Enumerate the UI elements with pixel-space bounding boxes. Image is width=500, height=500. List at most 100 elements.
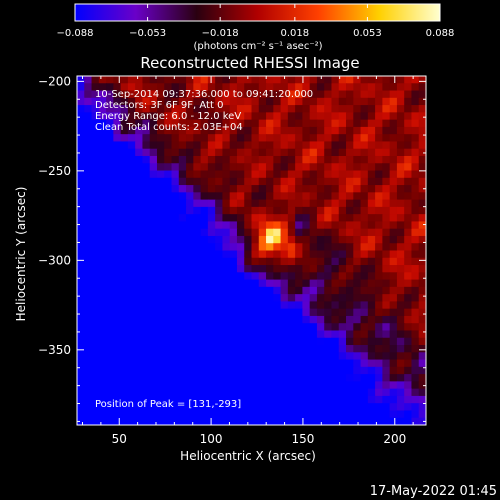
heatmap-cell: [287, 345, 296, 353]
heatmap-cell: [222, 359, 231, 368]
heatmap-cell: [127, 381, 136, 390]
heatmap-cell: [120, 119, 129, 128]
heatmap-cell: [404, 417, 413, 425]
heatmap-cell: [338, 90, 347, 99]
heatmap-cell: [91, 83, 100, 92]
heatmap-cell: [156, 141, 165, 150]
heatmap-cell: [266, 359, 274, 368]
heatmap-cell: [178, 374, 187, 382]
heatmap-cell: [127, 388, 136, 397]
heatmap-cell: [244, 221, 253, 230]
heatmap-cell: [149, 119, 158, 128]
heatmap-cell: [287, 199, 296, 208]
heatmap-cell: [215, 352, 224, 361]
heatmap-cell: [98, 374, 107, 382]
heatmap-cell: [331, 90, 340, 99]
heatmap-cell: [142, 206, 151, 215]
heatmap-cell: [149, 243, 158, 252]
heatmap-cell: [324, 410, 333, 419]
heatmap-cell: [135, 388, 144, 397]
heatmap-cell: [367, 97, 376, 106]
y-tick-label: −300: [38, 253, 71, 267]
heatmap-cell: [142, 90, 151, 99]
heatmap-cell: [84, 250, 93, 259]
heatmap-cell: [236, 330, 245, 339]
heatmap-cell: [84, 185, 93, 193]
heatmap-cell: [120, 417, 129, 425]
heatmap-cell: [346, 214, 354, 223]
heatmap-cell: [396, 192, 405, 201]
heatmap-cell: [84, 286, 93, 295]
heatmap-cell: [302, 134, 311, 143]
heatmap-cell: [287, 250, 296, 259]
heatmap-cell: [338, 119, 347, 128]
heatmap-cell: [389, 155, 398, 164]
heatmap-cell: [258, 315, 267, 324]
heatmap-cell: [156, 374, 165, 382]
heatmap-cell: [171, 90, 180, 99]
heatmap-cell: [215, 388, 224, 397]
heatmap-cell: [316, 250, 325, 259]
heatmap-cell: [215, 323, 224, 332]
heatmap-cell: [215, 403, 224, 412]
heatmap-cell: [404, 403, 413, 412]
heatmap-cell: [207, 155, 216, 164]
heatmap-cell: [418, 381, 426, 390]
heatmap-cell: [106, 206, 114, 215]
heatmap-cell: [113, 76, 122, 84]
heatmap-cell: [222, 330, 231, 339]
heatmap-cell: [244, 330, 253, 339]
heatmap-cell: [316, 294, 325, 302]
heatmap-cell: [338, 134, 347, 143]
heatmap-cell: [215, 119, 224, 128]
heatmap-cell: [295, 403, 303, 412]
heatmap-cell: [106, 330, 114, 339]
heatmap-cell: [396, 308, 405, 317]
heatmap-cell: [106, 265, 114, 273]
heatmap-cell: [207, 177, 216, 186]
heatmap-cell: [156, 301, 165, 310]
heatmap-cell: [411, 265, 420, 273]
heatmap-cell: [156, 352, 165, 361]
heatmap-cell: [302, 199, 311, 208]
heatmap-cell: [302, 257, 311, 266]
heatmap-cell: [338, 163, 347, 172]
heatmap-cell: [98, 403, 107, 412]
heatmap-cell: [91, 119, 100, 128]
heatmap-cell: [404, 134, 413, 143]
heatmap-cell: [120, 374, 129, 382]
heatmap-cell: [98, 76, 107, 84]
heatmap-cell: [91, 243, 100, 252]
heatmap-cell: [258, 243, 267, 252]
heatmap-cell: [411, 257, 420, 266]
heatmap-cell: [120, 126, 129, 135]
x-tick-label: 200: [383, 432, 406, 446]
heatmap-cell: [171, 395, 180, 404]
heatmap-cell: [77, 366, 85, 375]
heatmap-cell: [149, 126, 158, 135]
heatmap-cell: [396, 272, 405, 281]
heatmap-cell: [222, 170, 231, 179]
heatmap-cell: [135, 134, 144, 143]
heatmap-cell: [273, 323, 282, 332]
heatmap-cell: [404, 359, 413, 368]
heatmap-cell: [389, 272, 398, 281]
heatmap-cell: [367, 199, 376, 208]
heatmap-cell: [382, 366, 391, 375]
heatmap-cell: [120, 381, 129, 390]
heatmap-cell: [331, 388, 340, 397]
heatmap-cell: [280, 185, 289, 193]
heatmap-cell: [375, 265, 383, 273]
heatmap-cell: [156, 323, 165, 332]
heatmap-cell: [346, 395, 354, 404]
heatmap-cell: [178, 315, 187, 324]
heatmap-cell: [222, 126, 231, 135]
heatmap-cell: [120, 192, 129, 201]
heatmap-cell: [149, 381, 158, 390]
heatmap-cell: [91, 250, 100, 259]
heatmap-cell: [287, 352, 296, 361]
heatmap-cell: [215, 257, 224, 266]
heatmap-cell: [135, 228, 144, 237]
heatmap-cell: [287, 177, 296, 186]
heatmap-cell: [178, 410, 187, 419]
